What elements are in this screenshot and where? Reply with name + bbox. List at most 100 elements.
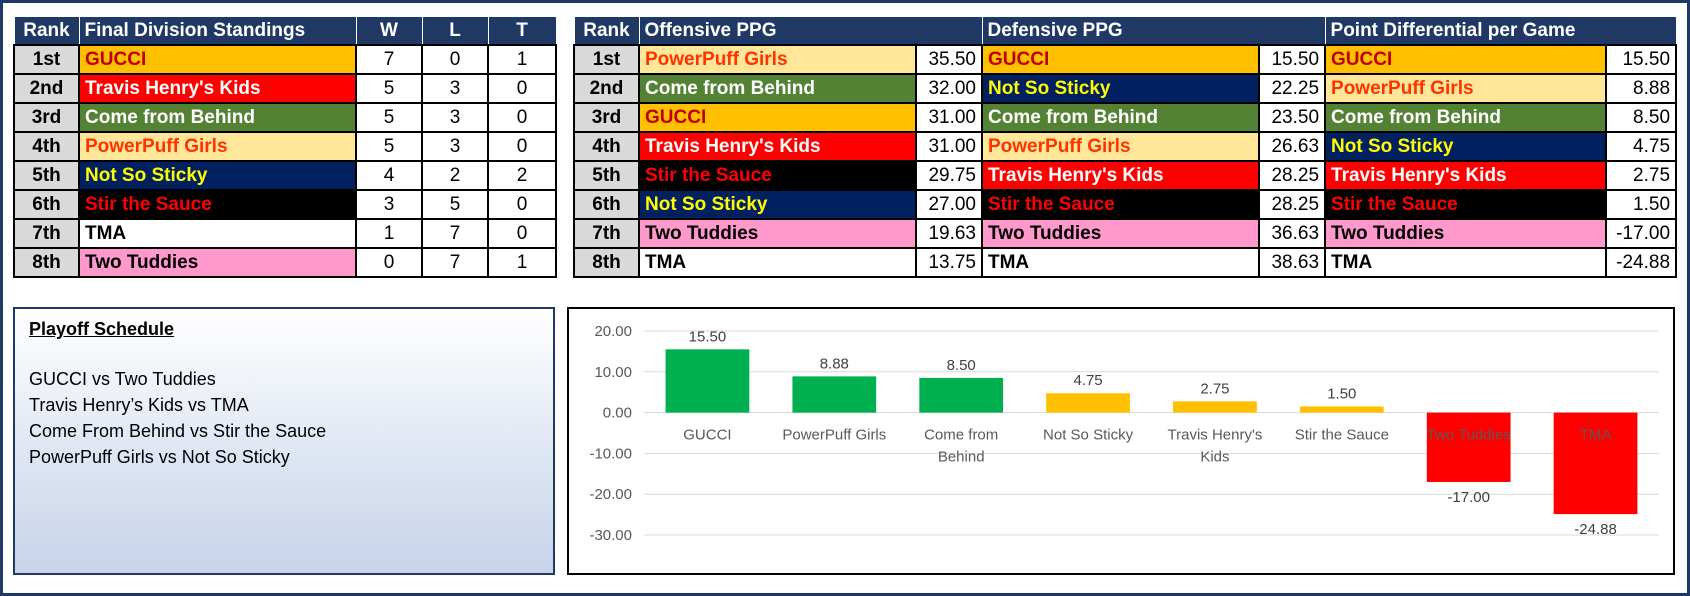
differential-value-cell: -17.00: [1605, 218, 1678, 249]
chart-bar: [1046, 393, 1130, 413]
offensive-ppg-header: Offensive PPG: [638, 16, 983, 46]
differential-team-cell: Not So Sticky: [1324, 131, 1608, 162]
chart-bar: [792, 376, 877, 413]
ppg-row: 7th Two Tuddies 19.63 Two Tuddies 36.63 Two T…: [573, 218, 1678, 249]
playoff-matchup: Travis Henry’s Kids vs TMA: [29, 395, 249, 415]
differential-value-cell: 1.50: [1605, 189, 1678, 220]
offense-value-cell: 19.63: [915, 218, 983, 249]
chart-bar: [1553, 412, 1638, 515]
ppg-row: 2nd Come from Behind 32.00 Not So Sticky 22.…: [573, 73, 1678, 104]
offense-value-cell: 31.00: [915, 131, 983, 162]
ties-cell: 0: [487, 218, 557, 249]
y-tick-label: 10.00: [594, 364, 632, 381]
wins-cell: 5: [355, 102, 423, 133]
ties-cell: 2: [487, 160, 557, 191]
offense-team-cell: Not So Sticky: [638, 189, 917, 220]
rank-cell: 2nd: [573, 73, 640, 104]
wins-cell: 0: [355, 247, 423, 278]
chart-bar: [1299, 406, 1384, 413]
defense-team-cell: Not So Sticky: [981, 73, 1260, 104]
defense-value-cell: 22.25: [1257, 73, 1327, 104]
defense-team-cell: Two Tuddies: [981, 218, 1260, 249]
playoff-schedule-panel: Playoff Schedule GUCCI vs Two Tuddies Tr…: [13, 307, 555, 575]
losses-cell: 3: [421, 73, 489, 104]
ties-cell: 0: [487, 102, 557, 133]
point-differential-header: Point Differential per Game: [1324, 16, 1677, 46]
defense-value-cell: 38.63: [1257, 247, 1327, 278]
offense-value-cell: 27.00: [915, 189, 983, 220]
team-cell: GUCCI: [78, 44, 357, 75]
ppg-table: Rank Offensive PPG Defensive PPG Point D…: [573, 16, 1678, 278]
team-cell: Not So Sticky: [78, 160, 357, 191]
rank-cell: 3rd: [13, 102, 80, 133]
offense-team-cell: PowerPuff Girls: [638, 44, 917, 75]
wins-cell: 3: [355, 189, 423, 220]
category-label: GUCCI: [683, 427, 731, 444]
offense-value-cell: 29.75: [915, 160, 983, 191]
ties-cell: 1: [487, 247, 557, 278]
standings-losses-header: L: [421, 16, 489, 46]
rank-cell: 6th: [573, 189, 640, 220]
standings-row: 1st GUCCI 7 0 1: [13, 44, 557, 75]
category-label: Travis Henry's: [1168, 427, 1263, 444]
differential-value-cell: 15.50: [1605, 44, 1678, 75]
offense-value-cell: 13.75: [915, 247, 983, 278]
team-cell: PowerPuff Girls: [78, 131, 357, 162]
ties-cell: 1: [487, 44, 557, 75]
offense-value-cell: 35.50: [915, 44, 983, 75]
standings-ties-header: T: [487, 16, 557, 46]
standings-row: 6th Stir the Sauce 3 5 0: [13, 189, 557, 220]
playoff-matchup: PowerPuff Girls vs Not So Sticky: [29, 447, 290, 467]
y-tick-label: 0.00: [603, 405, 632, 422]
category-label: Behind: [938, 449, 985, 466]
standings-row: 7th TMA 1 7 0: [13, 218, 557, 249]
chart-bar: [665, 349, 750, 413]
rank-cell: 2nd: [13, 73, 80, 104]
rank-cell: 8th: [573, 247, 640, 278]
defense-team-cell: TMA: [981, 247, 1260, 278]
category-label: Come from: [924, 427, 998, 444]
standings-table: Rank Final Division Standings W L T 1st G…: [13, 16, 557, 278]
defense-team-cell: Travis Henry's Kids: [981, 160, 1260, 191]
data-label: 4.75: [1073, 372, 1102, 389]
ppg-rank-header: Rank: [573, 16, 640, 46]
differential-value-cell: 2.75: [1605, 160, 1678, 191]
differential-team-cell: Stir the Sauce: [1324, 189, 1608, 220]
team-cell: Travis Henry's Kids: [78, 73, 357, 104]
differential-value-cell: 8.50: [1605, 102, 1678, 133]
y-tick-label: -10.00: [589, 445, 632, 462]
rank-cell: 1st: [13, 44, 80, 75]
defense-value-cell: 28.25: [1257, 160, 1327, 191]
standings-row: 3rd Come from Behind 5 3 0: [13, 102, 557, 133]
team-cell: Two Tuddies: [78, 247, 357, 278]
ties-cell: 0: [487, 73, 557, 104]
standings-header-row: Rank Final Division Standings W L T: [13, 16, 557, 46]
differential-value-cell: 4.75: [1605, 131, 1678, 162]
losses-cell: 3: [421, 102, 489, 133]
defensive-ppg-header: Defensive PPG: [981, 16, 1326, 46]
rank-cell: 4th: [13, 131, 80, 162]
chart-bar: [1173, 401, 1257, 413]
ppg-row: 3rd GUCCI 31.00 Come from Behind 23.50 Come f…: [573, 102, 1678, 133]
y-tick-label: -20.00: [589, 486, 632, 503]
category-label: Two Tuddies: [1427, 427, 1511, 444]
playoff-matchup: Come From Behind vs Stir the Sauce: [29, 421, 327, 441]
losses-cell: 5: [421, 189, 489, 220]
standings-row: 8th Two Tuddies 0 7 1: [13, 247, 557, 278]
team-cell: Come from Behind: [78, 102, 357, 133]
category-label: TMA: [1580, 427, 1612, 444]
offense-team-cell: GUCCI: [638, 102, 917, 133]
rank-cell: 8th: [13, 247, 80, 278]
differential-team-cell: Two Tuddies: [1324, 218, 1608, 249]
standings-row: 5th Not So Sticky 4 2 2: [13, 160, 557, 191]
offense-team-cell: Stir the Sauce: [638, 160, 917, 191]
rank-cell: 6th: [13, 189, 80, 220]
data-label: 1.50: [1327, 385, 1356, 402]
standings-team-header: Final Division Standings: [78, 16, 357, 46]
differential-value-cell: 8.88: [1605, 73, 1678, 104]
data-label: -24.88: [1574, 521, 1617, 538]
losses-cell: 0: [421, 44, 489, 75]
differential-team-cell: Come from Behind: [1324, 102, 1608, 133]
ppg-header-row: Rank Offensive PPG Defensive PPG Point D…: [573, 16, 1677, 46]
defense-team-cell: PowerPuff Girls: [981, 131, 1260, 162]
